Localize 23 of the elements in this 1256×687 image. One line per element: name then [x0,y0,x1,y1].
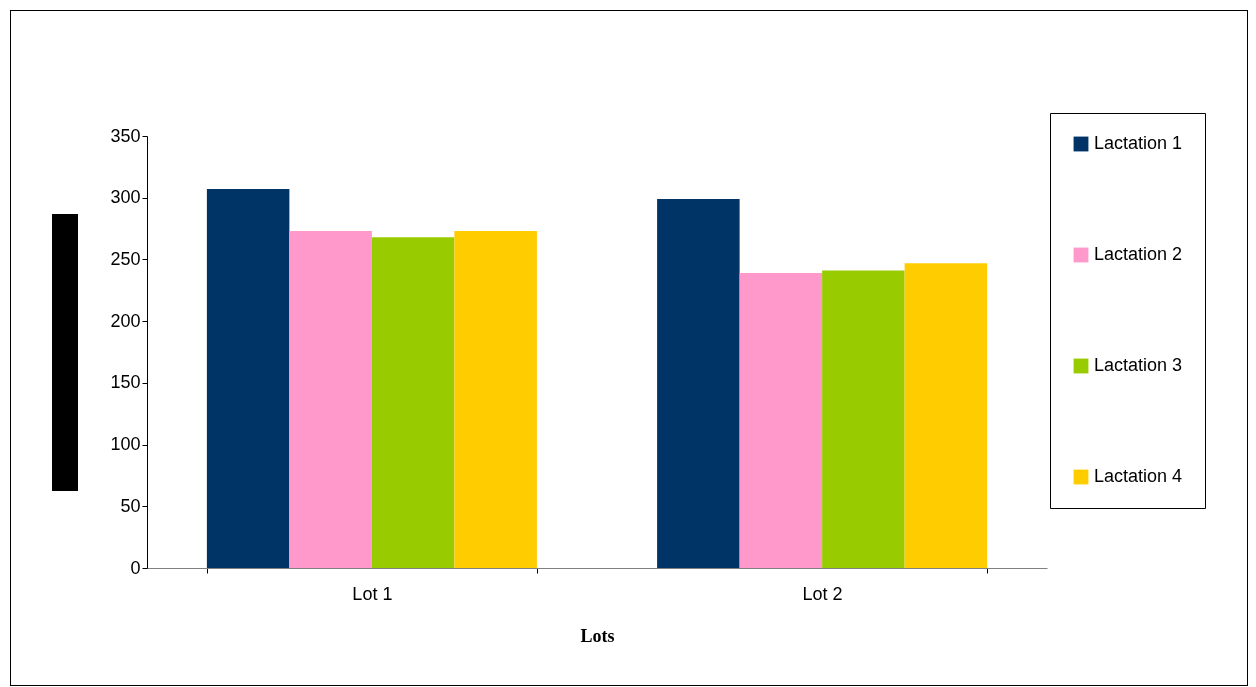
legend-label: Lactation 2 [1094,244,1183,264]
bar [904,263,988,568]
y-tick-label: 200 [110,310,141,331]
legend-label: Lactation 4 [1094,466,1183,486]
bar [739,273,823,568]
bar [822,270,905,568]
bar [657,198,740,568]
y-tick-label: 300 [110,187,141,208]
y-tick-label: 0 [130,557,141,578]
bar [454,231,537,568]
legend-label: Lactation 3 [1094,355,1183,375]
y-tick-label: 100 [110,434,141,455]
bar [206,189,290,568]
x-tick-label: Lot 1 [352,583,393,604]
y-tick-label: 350 [110,125,141,146]
y-tick-label: 250 [110,248,141,269]
x-axis-title: Lots [580,625,615,646]
bar [289,231,372,568]
bar [371,237,455,568]
x-tick-label: Lot 2 [802,583,843,604]
y-tick-label: 50 [120,495,141,516]
y-tick-label: 150 [110,372,141,393]
legend-label: Lactation 1 [1094,133,1183,153]
